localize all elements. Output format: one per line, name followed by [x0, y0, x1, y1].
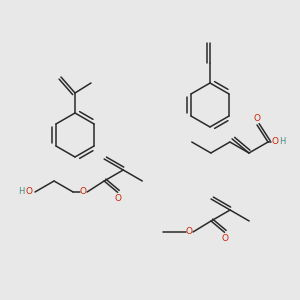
Text: H: H: [18, 188, 24, 196]
Text: H: H: [279, 137, 285, 146]
Text: O: O: [114, 194, 121, 203]
Text: O: O: [254, 114, 260, 123]
Text: O: O: [221, 234, 228, 243]
Text: O: O: [185, 227, 192, 236]
Text: O: O: [79, 188, 86, 196]
Text: O: O: [272, 137, 279, 146]
Text: O: O: [25, 188, 32, 196]
